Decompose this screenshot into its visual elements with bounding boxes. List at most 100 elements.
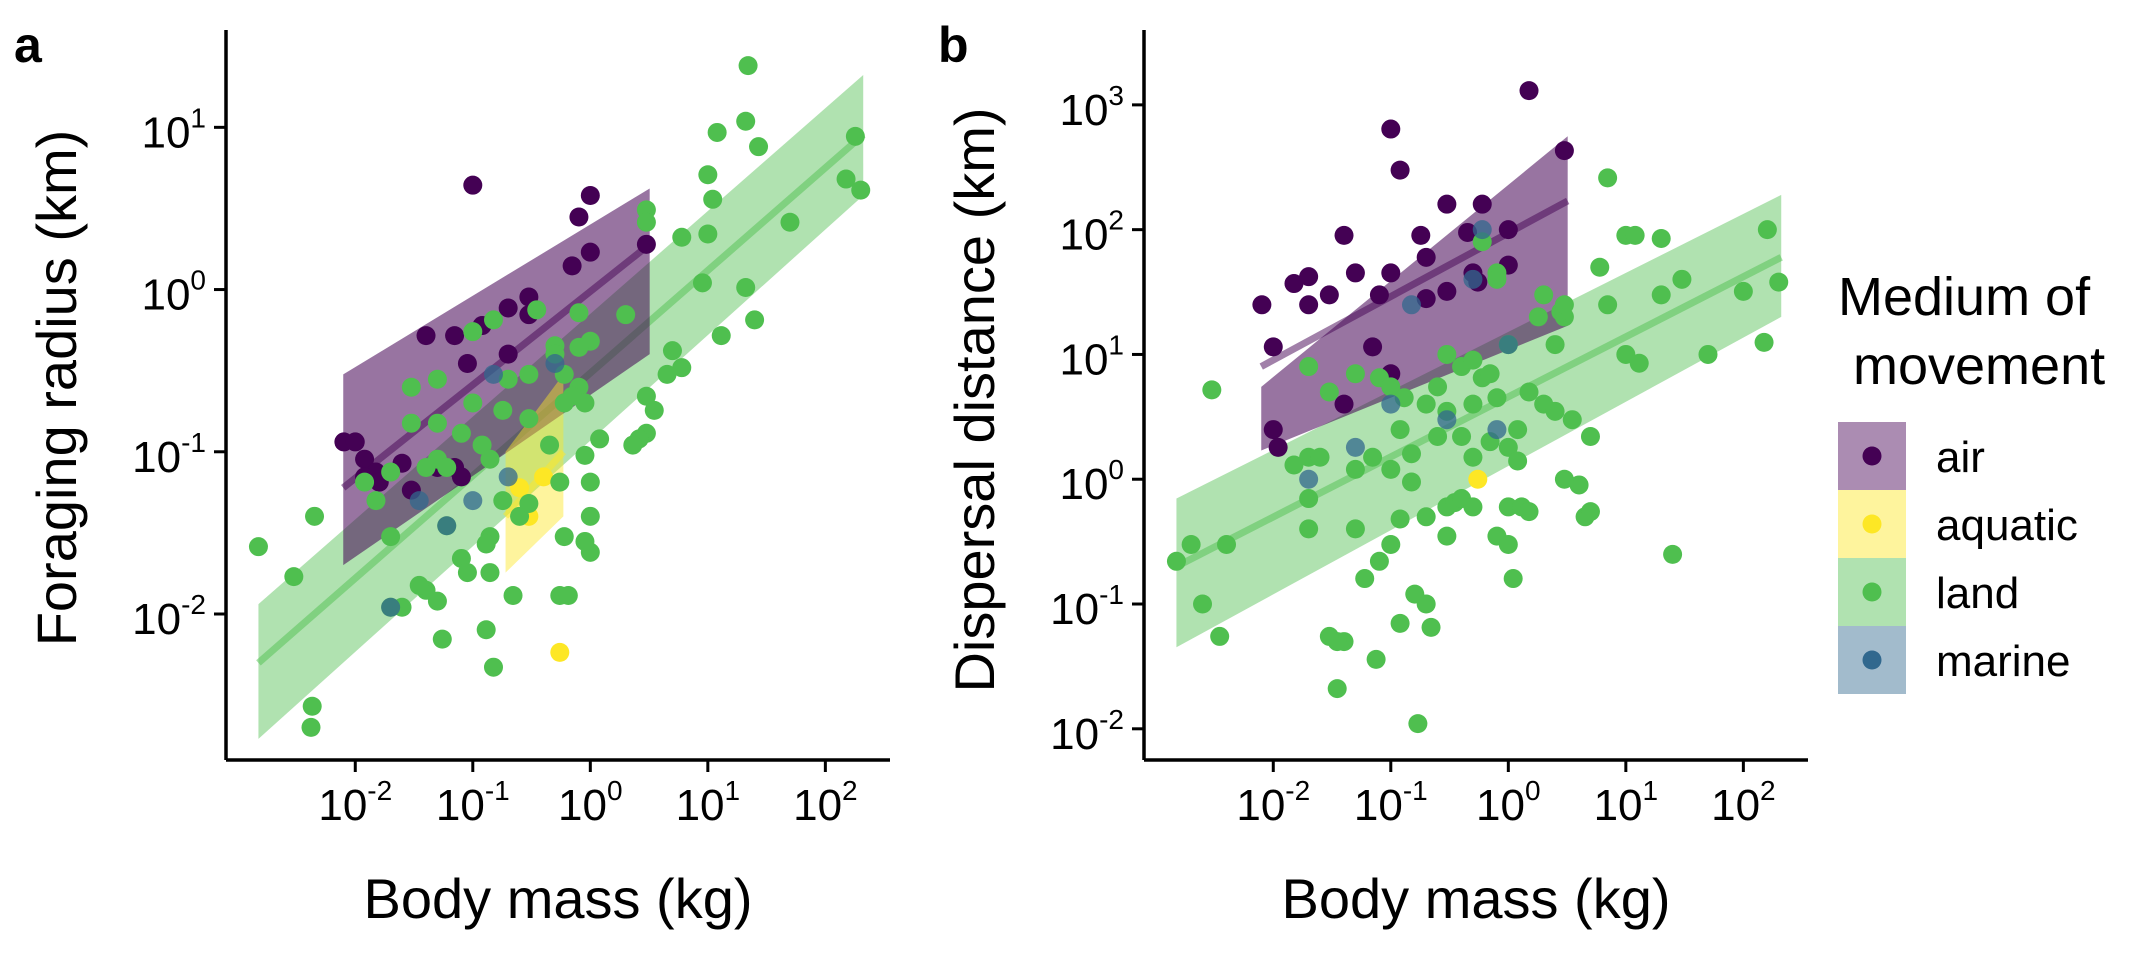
- point-land: [284, 567, 304, 587]
- point-land: [554, 527, 574, 547]
- point-land: [1629, 353, 1649, 373]
- point-land: [1598, 168, 1618, 188]
- panel-b-y-ticks: 10-2 10-1 100 101 102 103: [1050, 80, 1144, 759]
- point-land: [302, 696, 322, 716]
- point-land: [437, 457, 457, 477]
- point-land: [1487, 269, 1507, 289]
- point-land: [1580, 502, 1600, 522]
- point-land: [580, 506, 600, 526]
- point-land: [480, 449, 500, 469]
- point-land: [1698, 344, 1718, 364]
- point-land: [527, 300, 547, 320]
- point-marine: [1498, 335, 1518, 355]
- point-land: [463, 393, 483, 413]
- point-marine: [1401, 295, 1421, 315]
- point-land: [1528, 307, 1548, 327]
- point-land: [1769, 272, 1789, 292]
- point-land: [1345, 519, 1365, 539]
- point-land: [1416, 507, 1436, 527]
- x-tick-label: 101: [676, 775, 741, 830]
- fit-line-land: [1174, 254, 1783, 570]
- point-land: [672, 227, 692, 247]
- point-air: [1263, 337, 1283, 357]
- point-land: [1651, 285, 1671, 305]
- point-land: [476, 620, 496, 640]
- point-land: [1210, 626, 1230, 646]
- legend-title-line-1: Medium of: [1838, 267, 2091, 327]
- point-land: [1590, 257, 1610, 277]
- point-land: [1345, 459, 1365, 479]
- point-aquatic: [1468, 469, 1488, 489]
- point-land: [427, 413, 447, 433]
- y-tick-label: 103: [1059, 80, 1124, 135]
- point-air: [498, 344, 518, 364]
- point-marine: [1299, 469, 1319, 489]
- point-land: [519, 409, 539, 429]
- panel-a: a 10-2 10-1 100 101 102 10-2 10-1 100 101 Body …: [14, 17, 890, 930]
- point-land: [1390, 509, 1410, 529]
- point-land: [1369, 551, 1389, 571]
- point-land: [381, 462, 401, 482]
- point-land: [1299, 357, 1319, 377]
- point-land: [590, 429, 610, 449]
- y-tick-label: 100: [141, 265, 206, 320]
- point-land: [1193, 594, 1213, 614]
- y-tick-label: 101: [141, 102, 206, 157]
- point-land: [1437, 344, 1457, 364]
- x-tick-label: 10-2: [1236, 775, 1310, 830]
- legend-label-aquatic: aquatic: [1936, 501, 2078, 550]
- point-land: [575, 531, 595, 551]
- point-air: [1381, 119, 1401, 139]
- point-land: [851, 180, 871, 200]
- point-land: [540, 435, 560, 455]
- point-land: [1508, 451, 1528, 471]
- point-land: [1401, 472, 1421, 492]
- point-land: [554, 393, 574, 413]
- y-tick-label: 10-2: [132, 589, 206, 644]
- x-tick-label: 102: [793, 775, 858, 830]
- point-air: [1554, 141, 1574, 161]
- point-marine: [409, 491, 429, 511]
- point-land: [736, 111, 756, 131]
- point-air: [1416, 247, 1436, 267]
- point-marine: [483, 364, 503, 384]
- panel-a-x-ticks: 10-2 10-1 100 101 102: [318, 760, 858, 830]
- panel-a-x-axis-title: Body mass (kg): [364, 867, 753, 930]
- point-air: [1411, 225, 1431, 245]
- point-marine: [1437, 410, 1457, 430]
- point-land: [409, 575, 429, 595]
- point-marine: [498, 467, 518, 487]
- point-land: [1408, 714, 1428, 734]
- point-air: [463, 175, 483, 195]
- point-land: [1428, 427, 1448, 447]
- point-land: [1463, 350, 1483, 370]
- point-land: [366, 491, 386, 511]
- point-land: [1390, 613, 1410, 633]
- point-land: [657, 364, 677, 384]
- point-land: [1663, 544, 1683, 564]
- point-land: [381, 527, 401, 547]
- point-land: [1166, 551, 1186, 571]
- point-aquatic: [534, 467, 554, 487]
- point-air: [1381, 263, 1401, 283]
- panel-b: b 10-2 10-1 100 101 102 10-2 10-1 100 101 102 103…: [938, 17, 1808, 930]
- point-land: [1616, 344, 1636, 364]
- point-land: [703, 189, 723, 209]
- point-air: [1345, 263, 1365, 283]
- point-air: [1334, 225, 1354, 245]
- point-land: [1519, 502, 1539, 522]
- point-land: [1401, 444, 1421, 464]
- point-air: [1284, 274, 1304, 294]
- point-land: [1319, 626, 1339, 646]
- point-land: [519, 364, 539, 384]
- point-land: [1363, 447, 1383, 467]
- point-marine: [545, 354, 565, 374]
- point-land: [1437, 526, 1457, 546]
- point-land: [1463, 497, 1483, 517]
- point-land: [1562, 410, 1582, 430]
- point-land: [644, 400, 664, 420]
- point-air: [1252, 295, 1272, 315]
- point-land: [569, 303, 589, 323]
- panel-a-points: [248, 56, 871, 737]
- point-land: [1498, 497, 1518, 517]
